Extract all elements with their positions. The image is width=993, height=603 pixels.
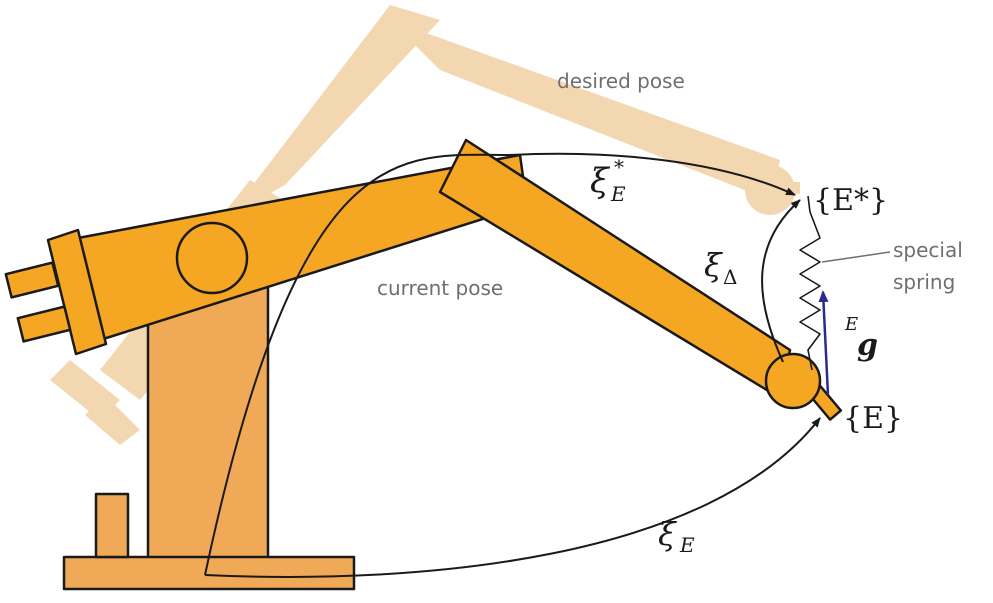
force-arrow-g bbox=[818, 290, 830, 396]
label-g-superscript: E bbox=[844, 314, 858, 335]
robot-prong-bottom bbox=[16, 305, 72, 343]
label-xi-delta-sub: Δ bbox=[723, 265, 737, 289]
arrow-xi-E bbox=[204, 417, 821, 578]
robot-base bbox=[62, 555, 356, 591]
arrow-xi-delta bbox=[761, 199, 801, 363]
label-xi-E-sub: E bbox=[679, 533, 695, 557]
spring-pointer-line bbox=[821, 251, 891, 263]
label-xi-E: ξ bbox=[658, 515, 677, 553]
label-frame-E-star: {E*} bbox=[813, 183, 888, 218]
ghost-forearm bbox=[390, 20, 780, 200]
label-xi-E-star-sup: * bbox=[614, 155, 624, 179]
label-special: special bbox=[893, 238, 963, 262]
robot-end-effector-joint bbox=[764, 352, 822, 410]
label-xi-E-star-sub: E bbox=[610, 182, 626, 206]
ghost-finger-2 bbox=[85, 395, 140, 445]
robot-shoulder-joint bbox=[175, 221, 249, 295]
label-frame-E: {E} bbox=[843, 401, 903, 436]
label-spring: spring bbox=[893, 270, 955, 294]
ghost-upper-arm bbox=[230, 5, 440, 215]
special-spring bbox=[799, 195, 821, 371]
label-g-vector: g bbox=[857, 328, 878, 363]
arrow-xi-E-star bbox=[204, 152, 796, 576]
ghost-gripper-tip bbox=[770, 182, 800, 194]
label-current-pose: current pose bbox=[377, 276, 503, 300]
label-xi-E-star: ξ bbox=[590, 161, 611, 201]
robot-base-post bbox=[94, 492, 130, 559]
label-xi-delta: ξ bbox=[704, 246, 723, 284]
label-desired-pose: desired pose bbox=[557, 69, 685, 93]
robot-prong-top bbox=[4, 261, 60, 299]
